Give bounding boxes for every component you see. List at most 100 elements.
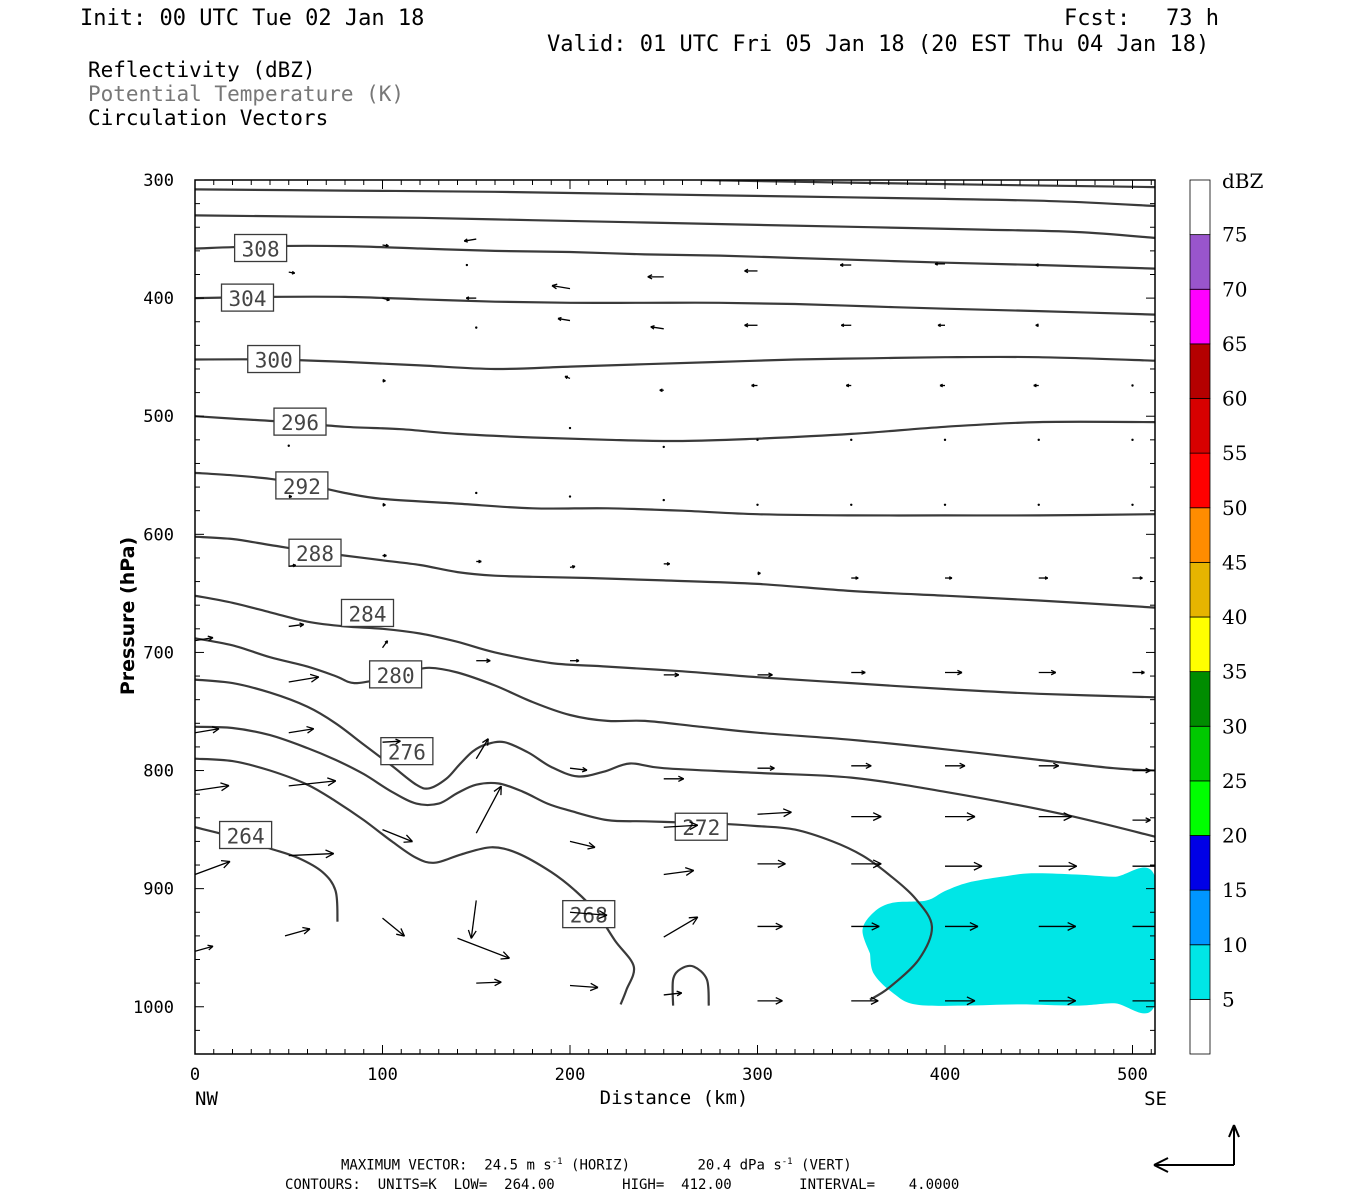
theta-contour-label-300: 300 bbox=[247, 344, 301, 374]
circulation-vector bbox=[382, 502, 386, 507]
circulation-vector bbox=[382, 243, 389, 248]
circulation-vector bbox=[475, 326, 478, 329]
theta-contour-292 bbox=[195, 471, 1155, 517]
circulation-vector bbox=[851, 859, 882, 869]
field-reflectivity-title: Reflectivity (dBZ) bbox=[88, 58, 316, 82]
circulation-vector bbox=[287, 444, 290, 447]
circulation-vector bbox=[839, 263, 852, 268]
reference-vector-icon bbox=[1153, 1124, 1240, 1173]
theta-contour-312 bbox=[195, 214, 1155, 239]
circulation-vector bbox=[475, 785, 502, 834]
circulation-vector bbox=[1131, 384, 1134, 387]
colorbar-level-label: 30 bbox=[1222, 714, 1247, 738]
plot-frame bbox=[194, 179, 1156, 1055]
y-axis-label: Pressure (hPa) bbox=[117, 537, 139, 695]
y-tick-label: 800 bbox=[143, 762, 174, 782]
max-vector-label: MAXIMUM VECTOR: bbox=[341, 1157, 468, 1174]
field-vectors-title: Circulation Vectors bbox=[88, 106, 329, 130]
theta-contour-label-308: 308 bbox=[233, 233, 288, 263]
circulation-vector bbox=[382, 828, 413, 843]
colorbar-segment bbox=[1189, 561, 1211, 618]
max-vector-horiz: 24.5 m s bbox=[484, 1157, 552, 1174]
circulation-vector bbox=[382, 378, 386, 383]
y-tick-label: 700 bbox=[143, 643, 174, 663]
colorbar-segment bbox=[1189, 671, 1211, 727]
theta-contour-316 bbox=[195, 188, 1155, 208]
theta-contour-300 bbox=[195, 355, 1155, 371]
circulation-vector bbox=[647, 274, 664, 280]
svg-text:276: 276 bbox=[388, 741, 426, 765]
circulation-vector bbox=[840, 323, 852, 328]
circulation-vector bbox=[465, 296, 477, 300]
nw-end-label: NW bbox=[195, 1088, 218, 1110]
circulation-vector bbox=[1038, 996, 1077, 1006]
circulation-vector bbox=[1132, 865, 1155, 867]
circulation-vector bbox=[288, 777, 337, 787]
circulation-vector bbox=[757, 808, 792, 818]
circulation-vector bbox=[284, 926, 311, 937]
max-vector-horiz-unit: (HORIZ) bbox=[571, 1157, 631, 1174]
y-tick-label: 400 bbox=[143, 289, 174, 309]
colorbar-segment bbox=[1189, 998, 1211, 1055]
circulation-vector bbox=[659, 388, 664, 393]
y-tick-label: 500 bbox=[143, 407, 174, 427]
circulation-vector bbox=[945, 812, 976, 822]
circulation-vector bbox=[663, 990, 683, 997]
circulation-vector bbox=[850, 503, 853, 506]
circulation-vector bbox=[195, 635, 214, 642]
circulation-vector bbox=[569, 766, 588, 773]
circulation-vector bbox=[1132, 576, 1143, 580]
theta-contour-304 bbox=[195, 295, 1155, 316]
circulation-vector bbox=[569, 982, 599, 992]
circulation-vector bbox=[475, 491, 478, 495]
colorbar-segment bbox=[1189, 452, 1211, 509]
circulation-vector bbox=[288, 849, 335, 859]
circulation-vector bbox=[568, 426, 572, 430]
circulation-vector bbox=[851, 812, 882, 822]
colorbar-level-label: 70 bbox=[1222, 277, 1247, 301]
circulation-vector bbox=[288, 270, 296, 275]
circulation-vector bbox=[663, 821, 699, 831]
circulation-vector bbox=[476, 559, 482, 564]
valid-time: Valid: 01 UTC Fri 05 Jan 18 (20 EST Thu … bbox=[547, 32, 1210, 57]
circulation-vector bbox=[662, 498, 665, 502]
svg-text:296: 296 bbox=[281, 411, 319, 435]
forecast-hour: 73 h bbox=[1166, 6, 1219, 31]
circulation-vector bbox=[851, 922, 880, 931]
circulation-vector bbox=[475, 738, 489, 760]
theta-contour-label-280: 280 bbox=[368, 660, 423, 689]
reflectivity-layer bbox=[862, 867, 1155, 1014]
circulation-vector bbox=[939, 383, 945, 388]
circulation-vector bbox=[1038, 669, 1057, 676]
circulation-vector bbox=[288, 622, 305, 628]
circulation-vector bbox=[1038, 576, 1049, 580]
theta-contour-296 bbox=[195, 415, 1155, 443]
circulation-vector bbox=[757, 765, 775, 771]
circulation-vector bbox=[288, 725, 315, 734]
theta-contour-280 bbox=[195, 637, 1155, 772]
circulation-vector bbox=[756, 503, 759, 506]
forecast-label: Fcst: bbox=[1064, 6, 1131, 31]
svg-text:292: 292 bbox=[283, 475, 321, 499]
circulation-vector bbox=[288, 494, 293, 499]
circulation-vector bbox=[943, 438, 947, 442]
circulation-vector bbox=[195, 859, 231, 876]
theta-contour-label-296: 296 bbox=[273, 407, 327, 436]
circulation-vector bbox=[1132, 817, 1151, 824]
colorbar-level-label: 50 bbox=[1222, 496, 1247, 520]
svg-text:268: 268 bbox=[570, 904, 608, 928]
circulation-vector bbox=[382, 738, 401, 745]
circulation-vector bbox=[757, 859, 786, 869]
x-tick-label: 500 bbox=[1117, 1065, 1148, 1085]
circulation-vector bbox=[457, 937, 510, 960]
circulation-vector bbox=[945, 921, 979, 931]
circulation-vector bbox=[1038, 861, 1078, 871]
circulation-vector bbox=[1033, 383, 1039, 388]
circulation-vector bbox=[934, 261, 945, 266]
circulation-vector bbox=[569, 840, 596, 850]
circulation-vector bbox=[945, 996, 976, 1006]
colorbar-level-label: 75 bbox=[1222, 223, 1247, 247]
theta-contour-320 bbox=[701, 180, 1155, 189]
svg-text:284: 284 bbox=[349, 602, 387, 626]
